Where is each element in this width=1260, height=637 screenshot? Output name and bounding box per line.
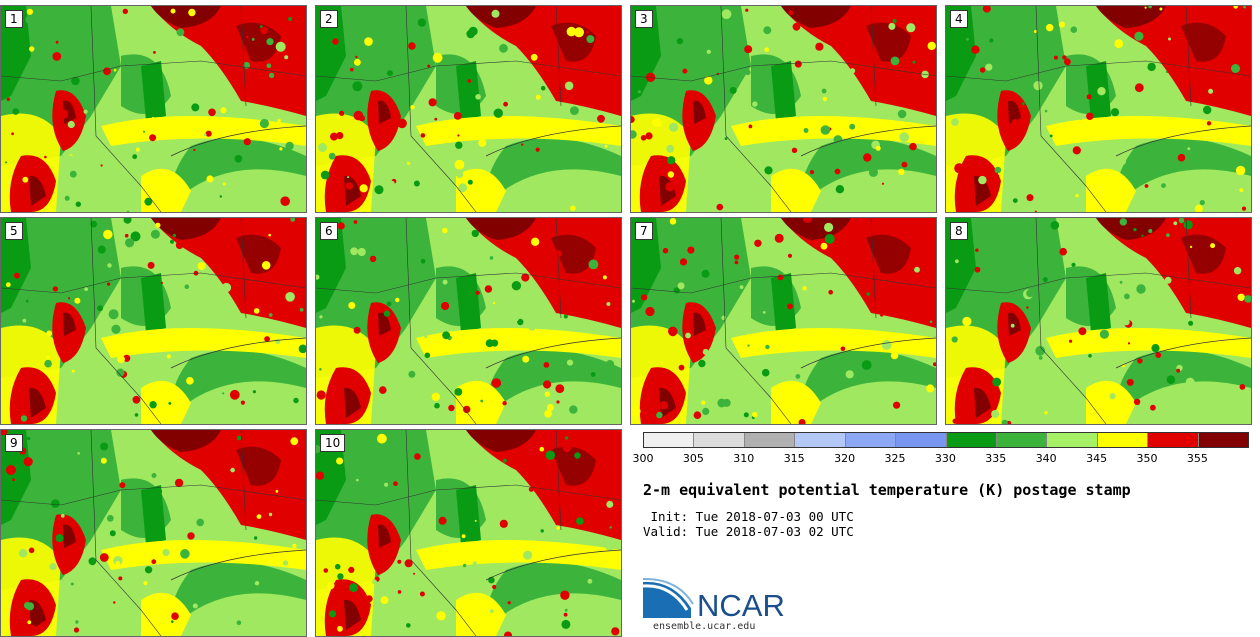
colorbar-tick-label: 330 [934,452,956,465]
colorbar-tick-label: 305 [682,452,704,465]
stamp-panel: 7 [630,217,937,425]
init-time: Init: Tue 2018-07-03 00 UTC [643,509,854,524]
stamp-map [631,218,936,424]
figure-title: 2-m equivalent potential temperature (K)… [643,481,1131,499]
stamp-map [1,6,306,212]
colorbar-tick-label: 340 [1035,452,1057,465]
colorbar-segment [743,433,795,447]
stamp-map [316,430,621,636]
stamp-map [946,218,1251,424]
colorbar-tick-label: 310 [733,452,755,465]
ncar-logo: NCAR [642,577,793,623]
colorbar-segment [995,433,1047,447]
colorbar-tick-label: 315 [783,452,805,465]
stamp-number: 2 [320,10,338,28]
colorbar-segment [644,433,694,447]
stamp-number: 6 [320,222,338,240]
stamp-panel: 5 [0,217,307,425]
stamp-number: 9 [5,434,23,452]
logo-url: ensemble.ucar.edu [653,621,756,632]
stamp-map [1,430,306,636]
valid-time: Valid: Tue 2018-07-03 02 UTC [643,524,854,539]
colorbar-segment [895,433,946,447]
stamp-map [1,218,306,424]
colorbar-segment [1197,433,1249,447]
stamp-number: 1 [5,10,23,28]
stamp-panel: 8 [945,217,1252,425]
stamp-map [631,6,936,212]
colorbar-segment [1046,433,1097,447]
stamp-map [946,6,1251,212]
stamp-number: 5 [5,222,23,240]
stamp-map [316,218,621,424]
stamp-number: 8 [950,222,968,240]
stamp-number: 3 [635,10,653,28]
colorbar-tick-label: 320 [834,452,856,465]
colorbar-segment [794,433,845,447]
stamp-panel: 6 [315,217,622,425]
colorbar-segment [1096,433,1148,447]
colorbar-tick-label: 350 [1136,452,1158,465]
colorbar-tick-label: 345 [1086,452,1108,465]
stamp-map [316,6,621,212]
colorbar-tick-label: 355 [1186,452,1208,465]
colorbar-segment [844,433,896,447]
stamp-number: 10 [320,434,346,452]
colorbar-tick-label: 325 [884,452,906,465]
logo-text: NCAR [697,588,785,622]
stamp-panel: 3 [630,5,937,213]
colorbar-segment [945,433,996,447]
stamp-panel: 4 [945,5,1252,213]
colorbar-segment [1147,433,1198,447]
colorbar-tick-label: 300 [632,452,654,465]
stamp-panel: 2 [315,5,622,213]
stamp-panel: 9 [0,429,307,637]
colorbar [643,432,1249,448]
colorbar-tick-label: 335 [985,452,1007,465]
colorbar-segment [693,433,744,447]
stamp-number: 7 [635,222,653,240]
stamp-number: 4 [950,10,968,28]
stamp-panel: 10 [315,429,622,637]
stamp-panel: 1 [0,5,307,213]
